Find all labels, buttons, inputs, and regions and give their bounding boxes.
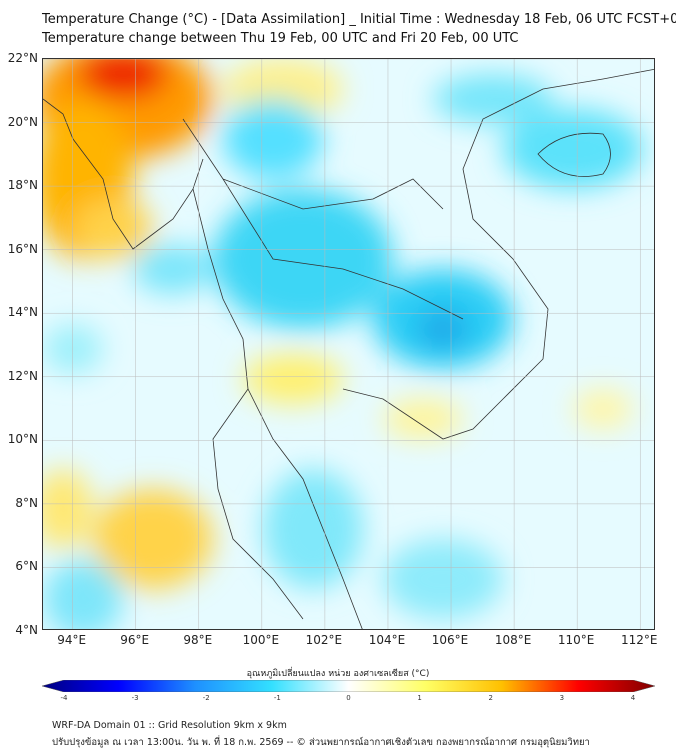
lon-label: 108°E	[494, 633, 532, 647]
figure-title: Temperature Change (°C) - [Data Assimila…	[42, 12, 676, 27]
lat-label: 16°N	[7, 241, 38, 256]
lat-label: 10°N	[7, 432, 38, 447]
lon-label: 94°E	[57, 633, 87, 647]
colorbar-tick: -1	[273, 694, 281, 702]
colorbar-tick: -2	[202, 694, 210, 702]
footer-update-credit: ปรับปรุงข้อมูล ณ เวลา 13:00น. วัน พ. ที่…	[52, 737, 590, 748]
lat-label: 14°N	[7, 305, 38, 320]
temperature-field	[43, 59, 643, 629]
colorbar-tick: 1	[417, 694, 422, 702]
colorbar-tick: -3	[131, 694, 139, 702]
footer-model-info: WRF-DA Domain 01 :: Grid Resolution 9km …	[52, 720, 287, 731]
lon-label: 98°E	[183, 633, 213, 647]
colorbar-tick: 2	[488, 694, 493, 702]
lat-label: 6°N	[15, 559, 38, 574]
coastlines	[43, 68, 654, 629]
colorbar-tick: 0	[346, 694, 351, 702]
lat-label: 4°N	[15, 623, 38, 637]
lat-label: 22°N	[7, 51, 38, 65]
colorbar-tick: 3	[559, 694, 565, 702]
lon-label: 106°E	[431, 633, 469, 647]
figure-subtitle: Temperature change between Thu 19 Feb, 0…	[42, 31, 519, 46]
colorbar-tick: -4	[60, 694, 68, 702]
colorbar	[42, 680, 655, 692]
lon-label: 96°E	[120, 633, 150, 647]
lat-label: 8°N	[15, 495, 38, 510]
lat-label: 12°N	[7, 368, 38, 383]
colorbar-tick: 4	[630, 694, 636, 702]
lat-label: 20°N	[7, 114, 38, 129]
temperature-change-map	[42, 58, 655, 630]
lon-label: 104°E	[368, 633, 406, 647]
graticule	[43, 59, 654, 629]
lon-label: 112°E	[620, 633, 658, 647]
colorbar-label: อุณหภูมิเปลี่ยนแปลง หน่วย องศาเซลเซียส (…	[246, 669, 430, 679]
lon-label: 102°E	[305, 633, 343, 647]
lon-label: 110°E	[557, 633, 595, 647]
map-field	[43, 59, 654, 629]
lon-label: 100°E	[242, 633, 280, 647]
lat-label: 18°N	[7, 178, 38, 193]
